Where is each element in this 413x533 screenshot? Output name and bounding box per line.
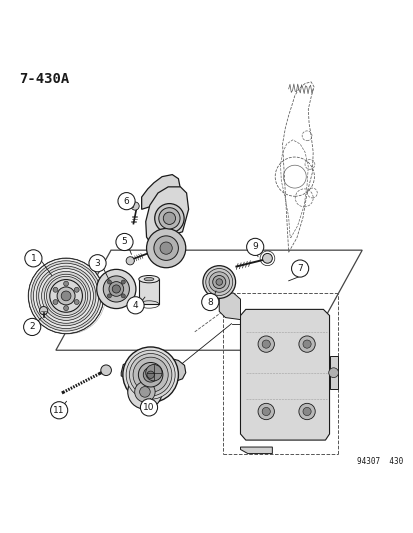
Circle shape <box>262 253 272 263</box>
Circle shape <box>46 276 85 316</box>
Text: 6: 6 <box>123 197 129 206</box>
Circle shape <box>257 403 274 419</box>
Circle shape <box>31 261 101 331</box>
Circle shape <box>41 271 90 320</box>
Circle shape <box>216 279 222 285</box>
Circle shape <box>107 280 111 284</box>
Circle shape <box>145 365 161 381</box>
Text: 1: 1 <box>31 254 36 263</box>
Circle shape <box>25 250 42 267</box>
Circle shape <box>74 300 79 304</box>
Circle shape <box>100 365 111 376</box>
Text: 7-430A: 7-430A <box>19 72 69 86</box>
Circle shape <box>50 402 68 419</box>
Circle shape <box>143 367 158 382</box>
Circle shape <box>39 269 93 324</box>
Circle shape <box>201 294 218 311</box>
Polygon shape <box>240 309 329 440</box>
Ellipse shape <box>144 278 154 281</box>
Polygon shape <box>219 293 240 324</box>
Text: 10: 10 <box>143 403 154 412</box>
Ellipse shape <box>163 212 175 224</box>
Text: 94307  430: 94307 430 <box>356 457 402 466</box>
Text: 7: 7 <box>297 264 302 273</box>
Circle shape <box>109 281 123 296</box>
Circle shape <box>74 287 79 292</box>
Ellipse shape <box>154 204 184 233</box>
Circle shape <box>261 407 270 416</box>
Bar <box>138 279 159 304</box>
Polygon shape <box>141 175 180 209</box>
Circle shape <box>44 274 88 318</box>
Circle shape <box>64 281 69 286</box>
Polygon shape <box>145 187 188 242</box>
Circle shape <box>89 255 106 272</box>
Circle shape <box>154 236 178 261</box>
Circle shape <box>128 375 161 409</box>
Circle shape <box>116 233 133 251</box>
Circle shape <box>139 386 150 397</box>
Circle shape <box>97 269 135 309</box>
Circle shape <box>257 336 274 352</box>
Circle shape <box>205 269 232 295</box>
Circle shape <box>126 350 175 399</box>
Ellipse shape <box>159 208 180 229</box>
Circle shape <box>291 260 308 277</box>
Circle shape <box>112 285 120 293</box>
Circle shape <box>140 399 157 416</box>
Ellipse shape <box>138 276 159 283</box>
Text: 2: 2 <box>29 322 35 332</box>
Polygon shape <box>240 447 272 454</box>
Circle shape <box>50 280 82 312</box>
Polygon shape <box>121 357 185 383</box>
Text: 5: 5 <box>121 238 127 246</box>
Circle shape <box>28 259 103 334</box>
Circle shape <box>127 297 144 314</box>
Circle shape <box>33 263 99 328</box>
Circle shape <box>138 362 162 387</box>
Circle shape <box>103 276 129 302</box>
Circle shape <box>40 306 47 314</box>
Polygon shape <box>329 357 337 389</box>
Circle shape <box>53 287 58 292</box>
Circle shape <box>126 257 134 265</box>
Circle shape <box>121 294 125 298</box>
Circle shape <box>61 291 71 301</box>
Circle shape <box>147 371 154 378</box>
Circle shape <box>328 368 338 377</box>
Circle shape <box>57 287 75 305</box>
Circle shape <box>209 272 229 292</box>
Circle shape <box>53 300 58 304</box>
Text: 8: 8 <box>207 297 213 306</box>
Text: 3: 3 <box>95 259 100 268</box>
Circle shape <box>118 192 135 209</box>
Circle shape <box>298 336 314 352</box>
Circle shape <box>107 294 111 298</box>
Text: 4: 4 <box>133 301 138 310</box>
Circle shape <box>202 265 235 298</box>
Circle shape <box>36 266 96 326</box>
Text: 9: 9 <box>252 243 257 252</box>
Circle shape <box>298 403 314 419</box>
Circle shape <box>246 238 263 255</box>
Circle shape <box>302 407 311 416</box>
Text: 11: 11 <box>53 406 65 415</box>
Circle shape <box>121 280 125 284</box>
Circle shape <box>212 276 225 288</box>
Circle shape <box>28 259 103 334</box>
Circle shape <box>146 229 185 268</box>
Circle shape <box>24 318 40 336</box>
Circle shape <box>64 306 69 311</box>
Circle shape <box>133 357 168 392</box>
Circle shape <box>302 340 311 348</box>
Circle shape <box>134 382 155 402</box>
Circle shape <box>129 353 171 396</box>
Circle shape <box>160 242 172 254</box>
Circle shape <box>131 202 139 210</box>
Circle shape <box>123 347 178 402</box>
Circle shape <box>261 340 270 348</box>
